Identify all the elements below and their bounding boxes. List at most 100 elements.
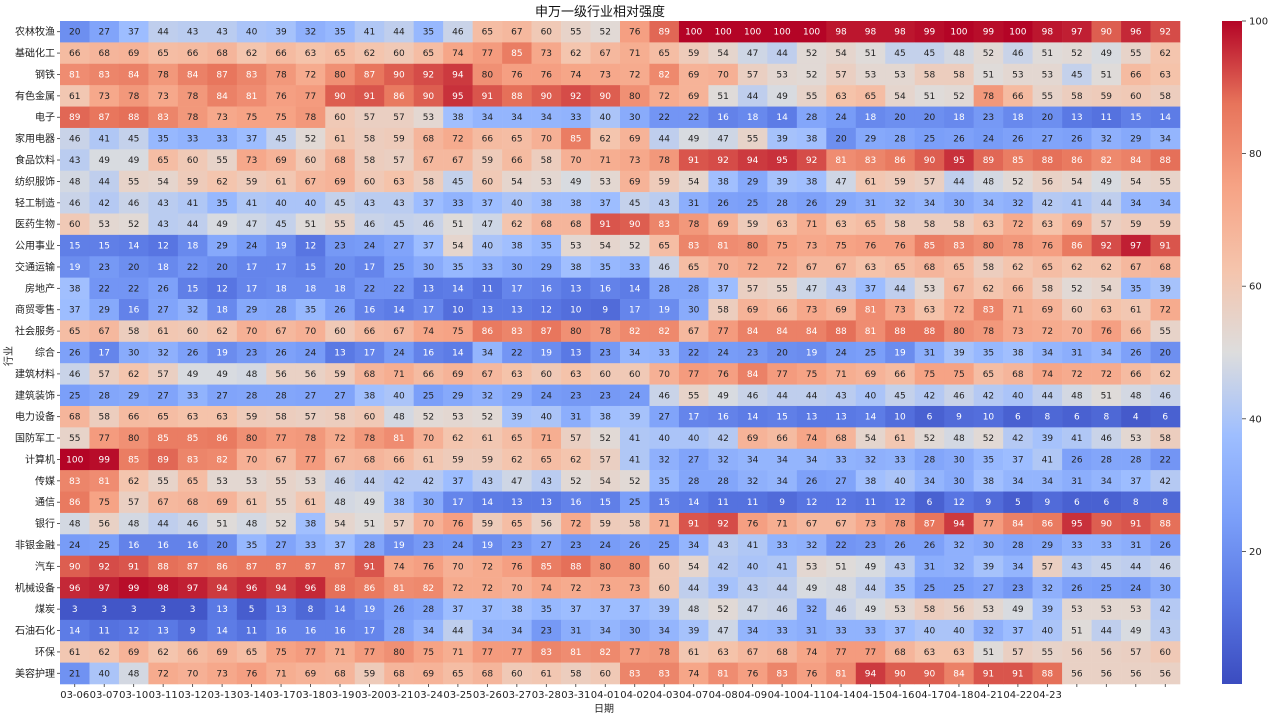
heatmap-cell (855, 106, 886, 129)
heatmap-cell (649, 491, 680, 514)
heatmap-cell (295, 63, 326, 86)
heatmap-cell (325, 320, 356, 343)
heatmap-cell-value: 60 (364, 177, 376, 187)
heatmap-cell-value: 34 (1130, 199, 1142, 209)
heatmap-cell-value: 91 (128, 562, 139, 572)
heatmap-cell (148, 448, 179, 471)
heatmap-cell-value: 39 (953, 349, 965, 359)
heatmap-cell (914, 470, 945, 492)
heatmap-cell (89, 170, 120, 193)
heatmap-cell-value: 26 (69, 349, 81, 359)
heatmap-cell-value: 10 (452, 306, 464, 316)
heatmap-cell-value: 32 (1012, 199, 1023, 209)
heatmap-cell-value: 37 (1012, 627, 1023, 637)
heatmap-cell-value: 62 (364, 49, 375, 59)
heatmap-cell-value: 26 (806, 199, 818, 209)
heatmap-cell-value: 48 (246, 520, 258, 530)
heatmap-cell (885, 512, 916, 535)
heatmap-cell (236, 555, 267, 578)
heatmap-cell (767, 63, 798, 86)
heatmap-cell-value: 92 (570, 92, 581, 102)
heatmap-cell (973, 63, 1004, 86)
y-tick-label: 传媒 (35, 475, 55, 487)
heatmap-cell (826, 384, 857, 407)
heatmap-cell-value: 71 (600, 156, 611, 166)
heatmap-cell-value: 92 (806, 156, 817, 166)
heatmap-cell (266, 85, 297, 107)
heatmap-cell (1150, 63, 1181, 86)
heatmap-cell (1003, 149, 1033, 172)
heatmap-cell-value: 28 (658, 284, 670, 294)
heatmap-cell (531, 170, 562, 193)
heatmap-cell (1062, 21, 1092, 43)
heatmap-cell (826, 21, 857, 43)
heatmap-cell-value: 55 (688, 391, 699, 401)
heatmap-cell (1091, 662, 1122, 685)
heatmap-cell (767, 512, 798, 535)
heatmap-cell (796, 491, 827, 514)
heatmap-cell (413, 341, 444, 364)
heatmap-cell-value: 24 (452, 541, 464, 551)
heatmap-cell (620, 641, 650, 663)
heatmap-cell (590, 470, 621, 492)
heatmap-cell (796, 149, 827, 172)
heatmap-cell (295, 405, 326, 428)
heatmap-cell-value: 46 (334, 477, 346, 487)
heatmap-cell-value: 52 (600, 434, 611, 444)
heatmap-cell (678, 470, 709, 492)
heatmap-cell (708, 619, 739, 642)
heatmap-cell (620, 149, 650, 172)
heatmap-cell (796, 619, 827, 642)
heatmap-cell-value: 91 (600, 220, 611, 230)
heatmap-cell-value: 25 (747, 199, 758, 209)
heatmap-cell (266, 577, 297, 599)
heatmap-cell (590, 555, 621, 578)
heatmap-cell (295, 106, 326, 129)
heatmap-cell-value: 38 (364, 391, 376, 401)
heatmap-cell-value: 37 (1130, 477, 1141, 487)
heatmap-cell (708, 213, 739, 236)
heatmap-cell-value: 34 (1101, 349, 1113, 359)
heatmap-cell (561, 662, 591, 685)
heatmap-cell (1150, 448, 1181, 471)
heatmap-cell (295, 85, 326, 107)
heatmap-cell (266, 470, 297, 492)
heatmap-cell (502, 106, 532, 129)
heatmap-cell (89, 577, 120, 599)
heatmap-cell (177, 662, 208, 685)
heatmap-cell (118, 21, 149, 43)
heatmap-cell-value: 34 (1042, 349, 1054, 359)
heatmap-cell-value: 34 (983, 199, 995, 209)
heatmap-cell (207, 320, 238, 343)
heatmap-cell (177, 363, 208, 385)
heatmap-cell-value: 51 (1071, 627, 1082, 637)
heatmap-cell-value: 29 (1130, 135, 1142, 145)
heatmap-cell (1003, 277, 1033, 300)
heatmap-cell-value: 15 (187, 284, 198, 294)
heatmap-cell-value: 52 (983, 434, 994, 444)
heatmap-cell (737, 299, 768, 321)
heatmap-cell (1091, 534, 1122, 556)
heatmap-cell-value: 98 (835, 28, 847, 38)
heatmap-cell (737, 662, 768, 685)
heatmap-cell (148, 662, 179, 685)
heatmap-cell (354, 320, 385, 343)
heatmap-cell (1121, 577, 1151, 599)
heatmap-cell (767, 470, 798, 492)
heatmap-cell-value: 66 (423, 370, 435, 380)
heatmap-cell-value: 32 (894, 199, 905, 209)
heatmap-cell (649, 448, 680, 471)
heatmap-cell (590, 384, 621, 407)
heatmap-cell (1091, 42, 1122, 65)
heatmap-cell (148, 598, 179, 621)
heatmap-cell-value: 35 (983, 455, 994, 465)
heatmap-cell (855, 63, 886, 86)
heatmap-cell-value: 38 (806, 135, 818, 145)
heatmap-cell-value: 24 (246, 242, 258, 252)
heatmap-cell-value: 71 (334, 648, 345, 658)
heatmap-cell-value: 44 (452, 627, 464, 637)
heatmap-cell (148, 577, 179, 599)
heatmap-cell (354, 256, 385, 278)
heatmap-cell-value: 67 (747, 648, 758, 658)
heatmap-cell-value: 60 (334, 327, 346, 337)
